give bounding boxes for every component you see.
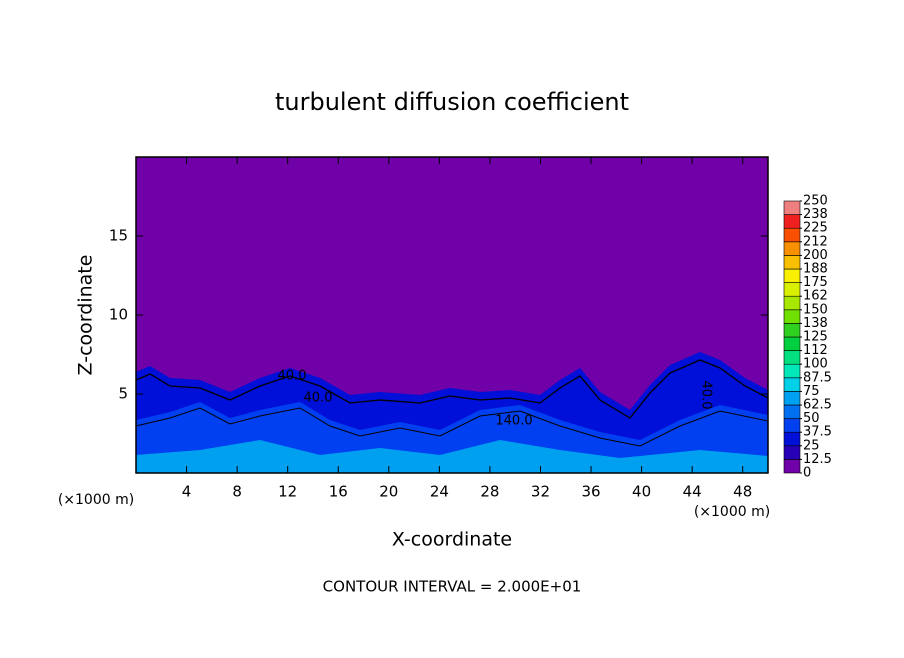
colorbar-swatch (783, 227, 801, 243)
colorbar-swatch (783, 241, 801, 256)
x-tick-label: 8 (232, 483, 242, 501)
colorbar-label: 225 (803, 221, 828, 236)
x-tick-label: 32 (531, 483, 550, 501)
colorbar-label: 250 (803, 194, 828, 209)
contour-line (135, 407, 769, 447)
colorbar-swatch (783, 255, 801, 270)
colorbar-swatch (783, 309, 801, 324)
colorbar-swatch (783, 336, 801, 351)
colorbar-label: 0 (803, 466, 811, 481)
colorbar-swatch (783, 323, 801, 338)
colorbar-label: 238 (803, 207, 828, 222)
colorbar-swatch (783, 268, 801, 283)
colorbar-swatch (783, 350, 801, 365)
contour-label: 40.0 (278, 369, 307, 384)
footnote: CONTOUR INTERVAL = 2.000E+01 (323, 578, 582, 596)
colorbar-swatch (783, 431, 801, 447)
colorbar-label: 87.5 (803, 370, 832, 385)
colorbar-swatch (783, 214, 801, 229)
colorbar-label: 12.5 (803, 452, 832, 467)
colorbar-label: 112 (803, 343, 828, 358)
colorbar-label: 75 (803, 384, 820, 399)
colorbar-label: 50 (803, 411, 820, 426)
colorbar-label: 62.5 (803, 398, 832, 413)
colorbar-swatch (783, 363, 801, 379)
y-axis-label: Z-coordinate (75, 255, 97, 376)
colorbar-swatch (783, 295, 801, 311)
colorbar-label: 200 (803, 248, 828, 263)
colorbar-swatch (783, 459, 801, 474)
x-unit-label: (×1000 m) (58, 492, 134, 508)
x-tick-label: 12 (278, 483, 297, 501)
contour-label: 40.0 (699, 381, 714, 410)
x-tick-label: 24 (430, 483, 449, 501)
colorbar-label: 100 (803, 357, 828, 372)
colorbar-swatch (783, 404, 801, 419)
contour-label: 40.0 (304, 391, 333, 406)
colorbar-swatch (783, 282, 801, 297)
colorbar-swatch (783, 391, 801, 406)
contour-label: 140.0 (495, 414, 532, 429)
colorbar-label: 125 (803, 330, 828, 345)
colorbar-label: 150 (803, 302, 828, 317)
colorbar-label: 188 (803, 262, 828, 277)
y-tick-label: 5 (118, 385, 128, 403)
y-tick-label: 10 (109, 306, 128, 324)
x-tick-label: 20 (379, 483, 398, 501)
colorbar-label: 37.5 (803, 425, 832, 440)
x-tick-label: 44 (683, 483, 702, 501)
x-tick-label: 36 (581, 483, 600, 501)
turbulent-base (136, 440, 768, 473)
colorbar-swatch (783, 200, 801, 215)
colorbar-label: 162 (803, 289, 828, 304)
colorbar-label: 212 (803, 234, 828, 249)
x-axis-label: X-coordinate (392, 529, 512, 551)
colorbar-label: 138 (803, 316, 828, 331)
colorbar-swatch (783, 377, 801, 392)
colorbar-label: 25 (803, 438, 820, 453)
x-tick-label: 40 (632, 483, 651, 501)
x-tick-label: 48 (733, 483, 752, 501)
x-tick-label: 28 (480, 483, 499, 501)
colorbar-swatch (783, 445, 801, 460)
y-tick-label: 15 (109, 227, 128, 245)
x-tick-label: 16 (329, 483, 348, 501)
colorbar-swatch (783, 418, 801, 433)
x-tick-label: 4 (182, 483, 192, 501)
x-unit-label: (×1000 m) (694, 504, 770, 520)
chart-title: turbulent diffusion coefficient (275, 88, 629, 116)
contour-line (135, 359, 769, 419)
colorbar-label: 175 (803, 275, 828, 290)
